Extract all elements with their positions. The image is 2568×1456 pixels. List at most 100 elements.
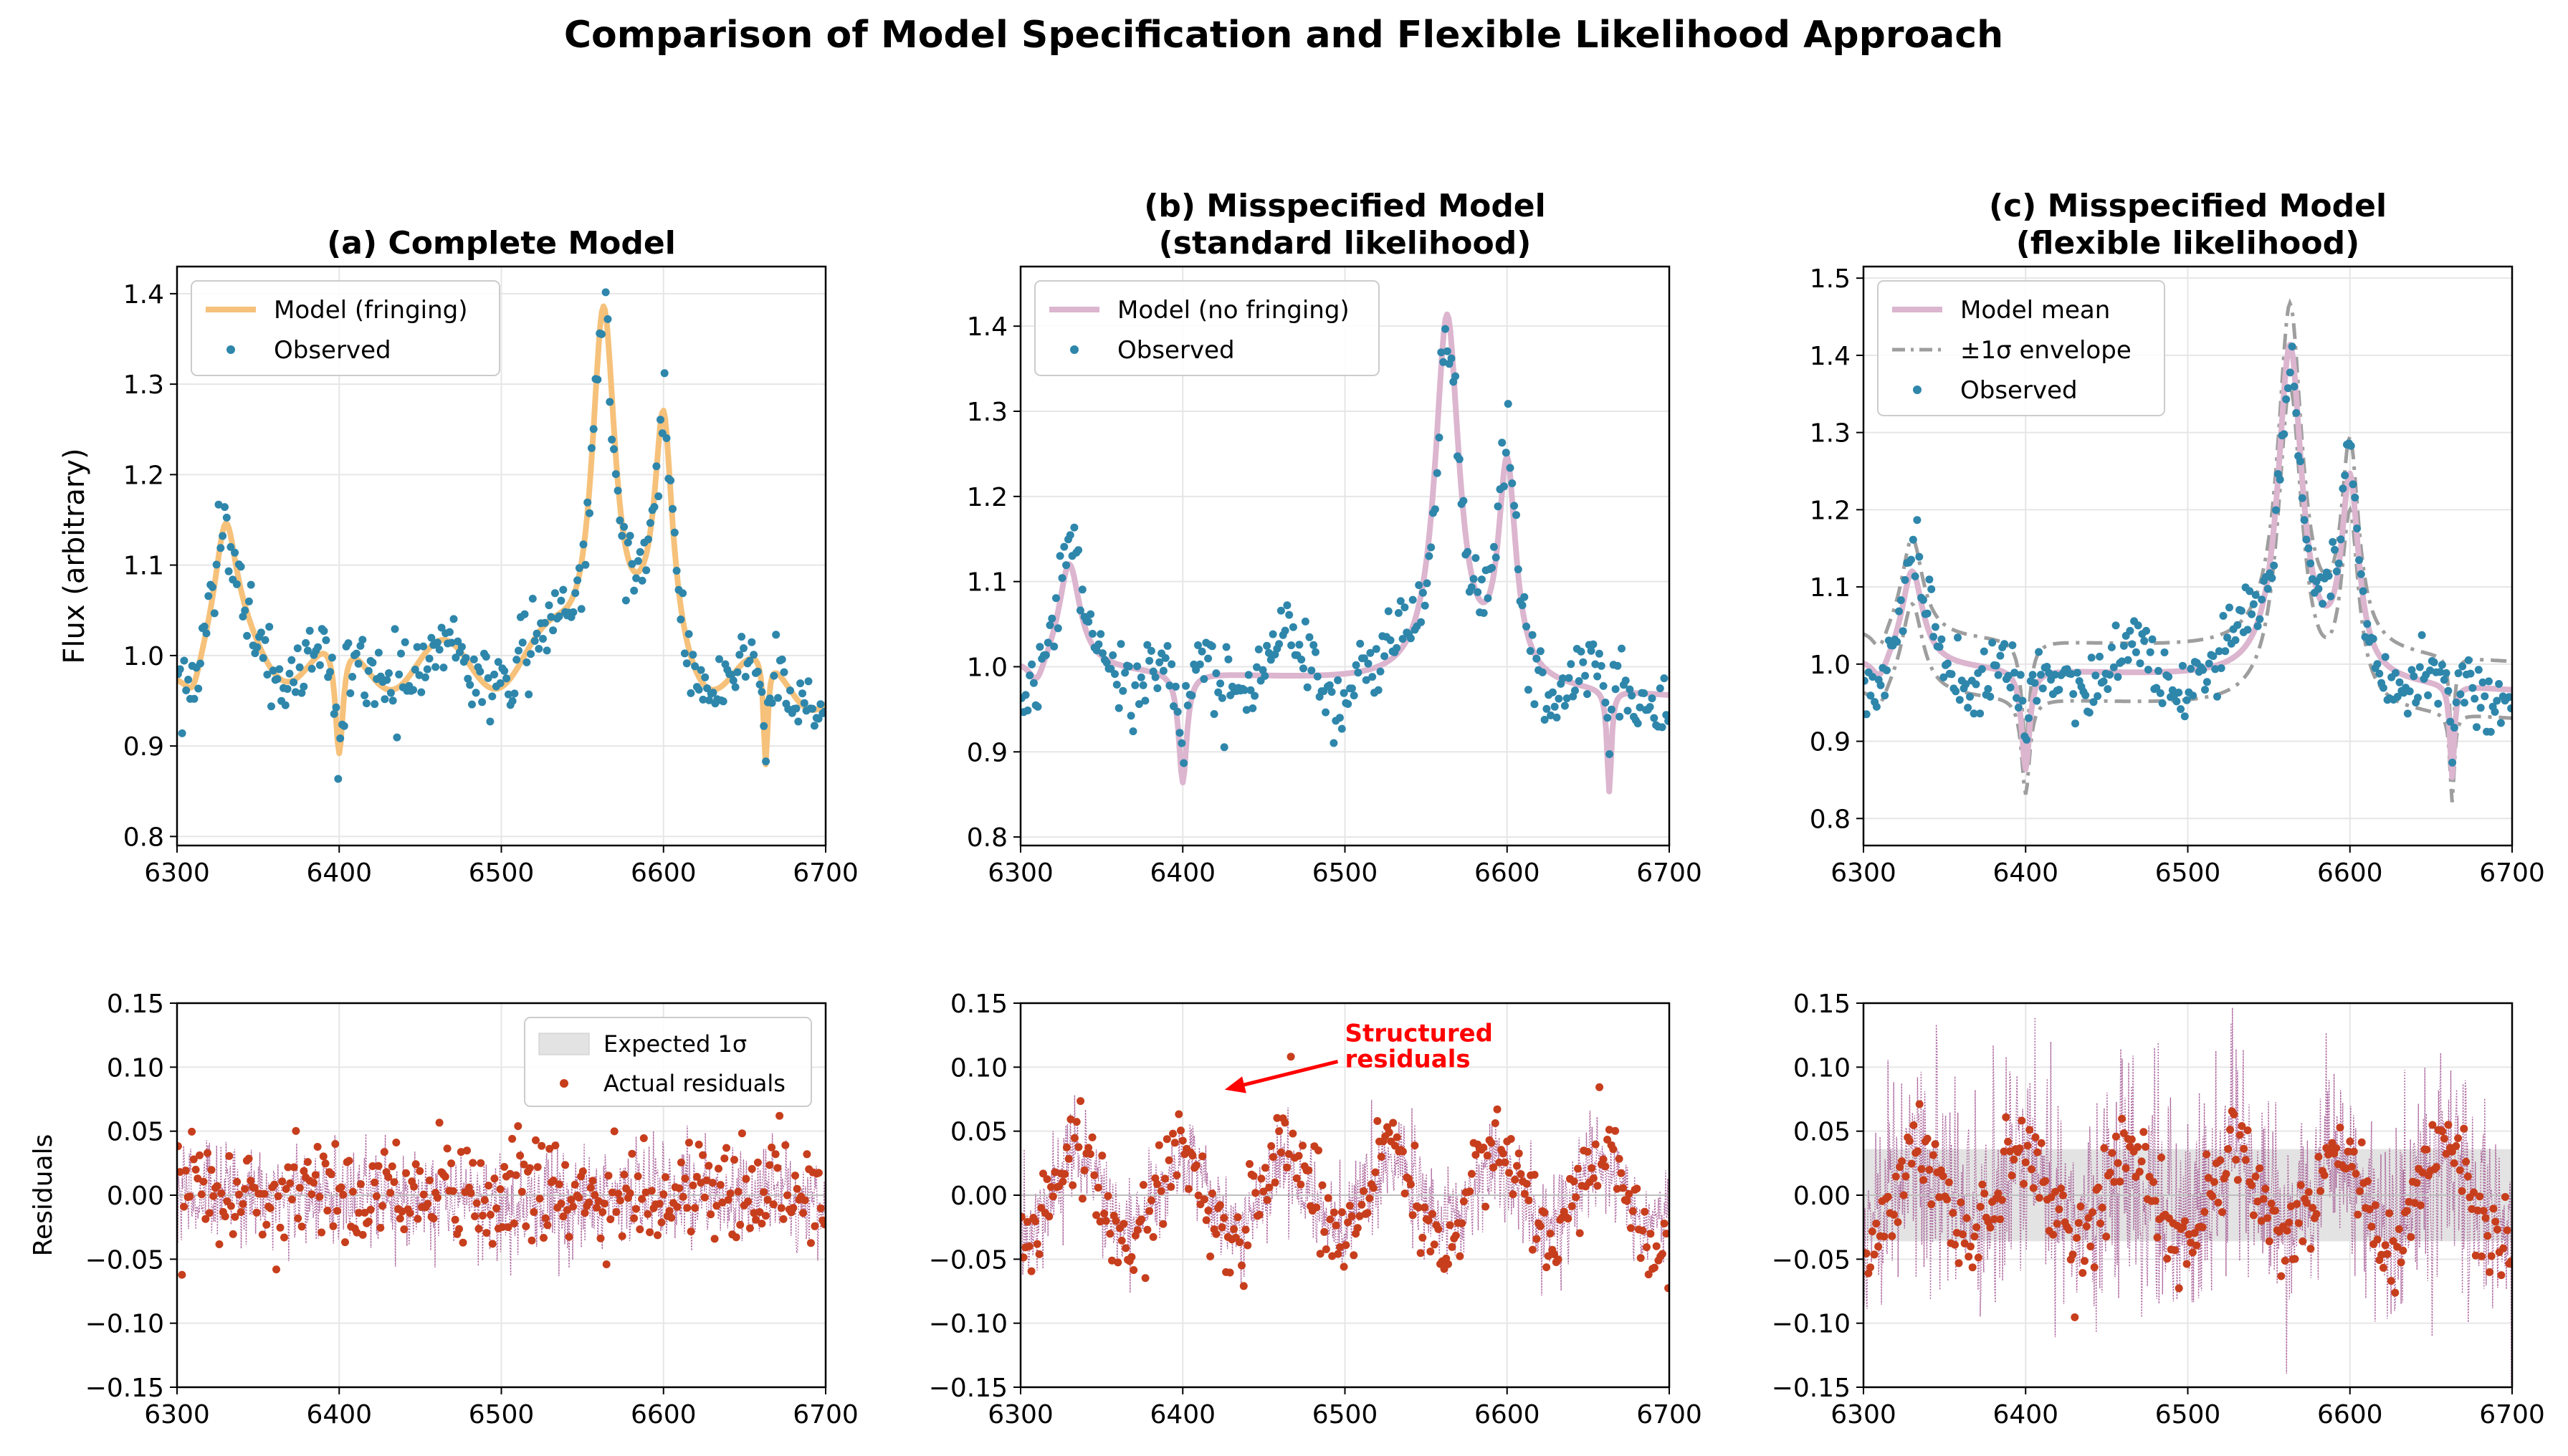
observed-point: [2023, 735, 2031, 744]
residual-point: [1039, 1169, 1047, 1178]
observed-point: [650, 503, 659, 511]
residual-point: [1532, 1235, 1541, 1243]
panel-b_bottom: 6300 6400 6500 6600 67000.150.100.050.00−0.0…: [929, 990, 1702, 1429]
observed-point: [374, 648, 383, 657]
residual-point: [1061, 1170, 1069, 1178]
residual-point: [1466, 1187, 1474, 1196]
residual-point: [1421, 1203, 1429, 1212]
residual-point: [691, 1204, 700, 1212]
observed-point: [1153, 684, 1162, 692]
residual-point: [1127, 1253, 1136, 1261]
residual-point: [1593, 1182, 1602, 1190]
residual-point: [225, 1151, 234, 1160]
residual-point: [1283, 1163, 1292, 1172]
observed-point: [419, 642, 428, 651]
observed-point: [1044, 638, 1052, 647]
residual-point: [1901, 1172, 1910, 1181]
observed-point: [1362, 676, 1370, 684]
residual-point: [1641, 1207, 1649, 1216]
residual-point: [1350, 1251, 1358, 1260]
observed-point: [2033, 696, 2041, 705]
observed-point: [2505, 693, 2512, 701]
observed-point: [1253, 663, 1261, 671]
axes-frame: [1019, 265, 1671, 847]
observed-point: [1178, 739, 1186, 747]
observed-point: [1980, 647, 1988, 656]
observed-point: [1393, 643, 1401, 652]
observed-point: [699, 695, 707, 704]
residual-point: [506, 1169, 515, 1178]
residual-point: [419, 1190, 428, 1199]
observed-point: [1313, 672, 1322, 681]
observed-point: [439, 664, 448, 672]
observed-point: [1119, 686, 1127, 695]
observed-point: [540, 618, 549, 627]
observed-point: [2369, 635, 2377, 643]
observed-point: [1579, 658, 1588, 666]
residual-point: [789, 1204, 798, 1212]
observed-point: [1962, 680, 1970, 689]
residual-point: [356, 1180, 365, 1189]
residual-point: [1894, 1218, 1902, 1227]
plot-area: [1863, 1007, 2512, 1385]
observed-point: [745, 656, 754, 665]
residual-point: [2089, 1208, 2096, 1217]
residual-point: [2471, 1251, 2480, 1260]
residual-point: [593, 1203, 601, 1212]
residual-point: [311, 1171, 320, 1179]
residual-point: [533, 1163, 542, 1172]
residual-point: [1424, 1216, 1433, 1225]
observed-point: [237, 562, 245, 571]
residual-point: [1035, 1250, 1044, 1258]
residual-point: [467, 1189, 475, 1197]
observed-point: [750, 651, 758, 659]
residual-point: [1122, 1244, 1130, 1253]
y-tick-label: 0.15: [107, 990, 164, 1019]
observed-point: [1474, 588, 1482, 596]
residual-point: [626, 1189, 634, 1197]
observed-point: [1599, 681, 1608, 690]
residual-point: [673, 1202, 682, 1211]
observed-point: [1866, 691, 1875, 700]
residual-point: [2033, 1148, 2042, 1156]
legend-label: Model mean: [1960, 296, 2110, 325]
residual-point: [189, 1155, 198, 1164]
residual-point: [692, 1172, 701, 1181]
observed-point: [1171, 682, 1180, 691]
observed-point: [484, 674, 492, 682]
observed-point: [2334, 559, 2343, 567]
observed-point: [2373, 660, 2382, 669]
residual-point: [1972, 1223, 1981, 1232]
observed-point: [2237, 606, 2245, 615]
x-tick-label: 6700: [2479, 858, 2545, 888]
residual-point: [2501, 1193, 2509, 1201]
observed-point: [571, 589, 580, 598]
residual-point: [1868, 1227, 1876, 1236]
observed-point: [2038, 684, 2047, 693]
observed-point: [2249, 600, 2258, 608]
observed-point: [1947, 670, 1956, 679]
residual-point: [284, 1163, 292, 1172]
residual-point: [2010, 1155, 2018, 1164]
observed-point: [729, 676, 738, 685]
residual-point: [1627, 1224, 1635, 1232]
observed-point: [2202, 678, 2211, 686]
observed-point: [452, 653, 460, 662]
observed-point: [2337, 535, 2345, 544]
observed-point: [2106, 671, 2114, 679]
observed-point: [1254, 645, 1263, 653]
residual-point: [1601, 1162, 1610, 1171]
observed-point: [2359, 587, 2367, 595]
residual-point: [1275, 1127, 1284, 1136]
observed-point: [2329, 537, 2337, 546]
residual-point: [1299, 1141, 1307, 1150]
observed-point: [445, 628, 454, 636]
observed-point: [1925, 575, 1934, 584]
residual-point: [2371, 1201, 2380, 1210]
residual-point: [239, 1199, 247, 1208]
observed-point: [322, 636, 330, 644]
residual-point: [266, 1204, 275, 1212]
observed-point: [361, 691, 369, 699]
residual-point: [2053, 1220, 2061, 1228]
observed-point: [670, 528, 679, 537]
